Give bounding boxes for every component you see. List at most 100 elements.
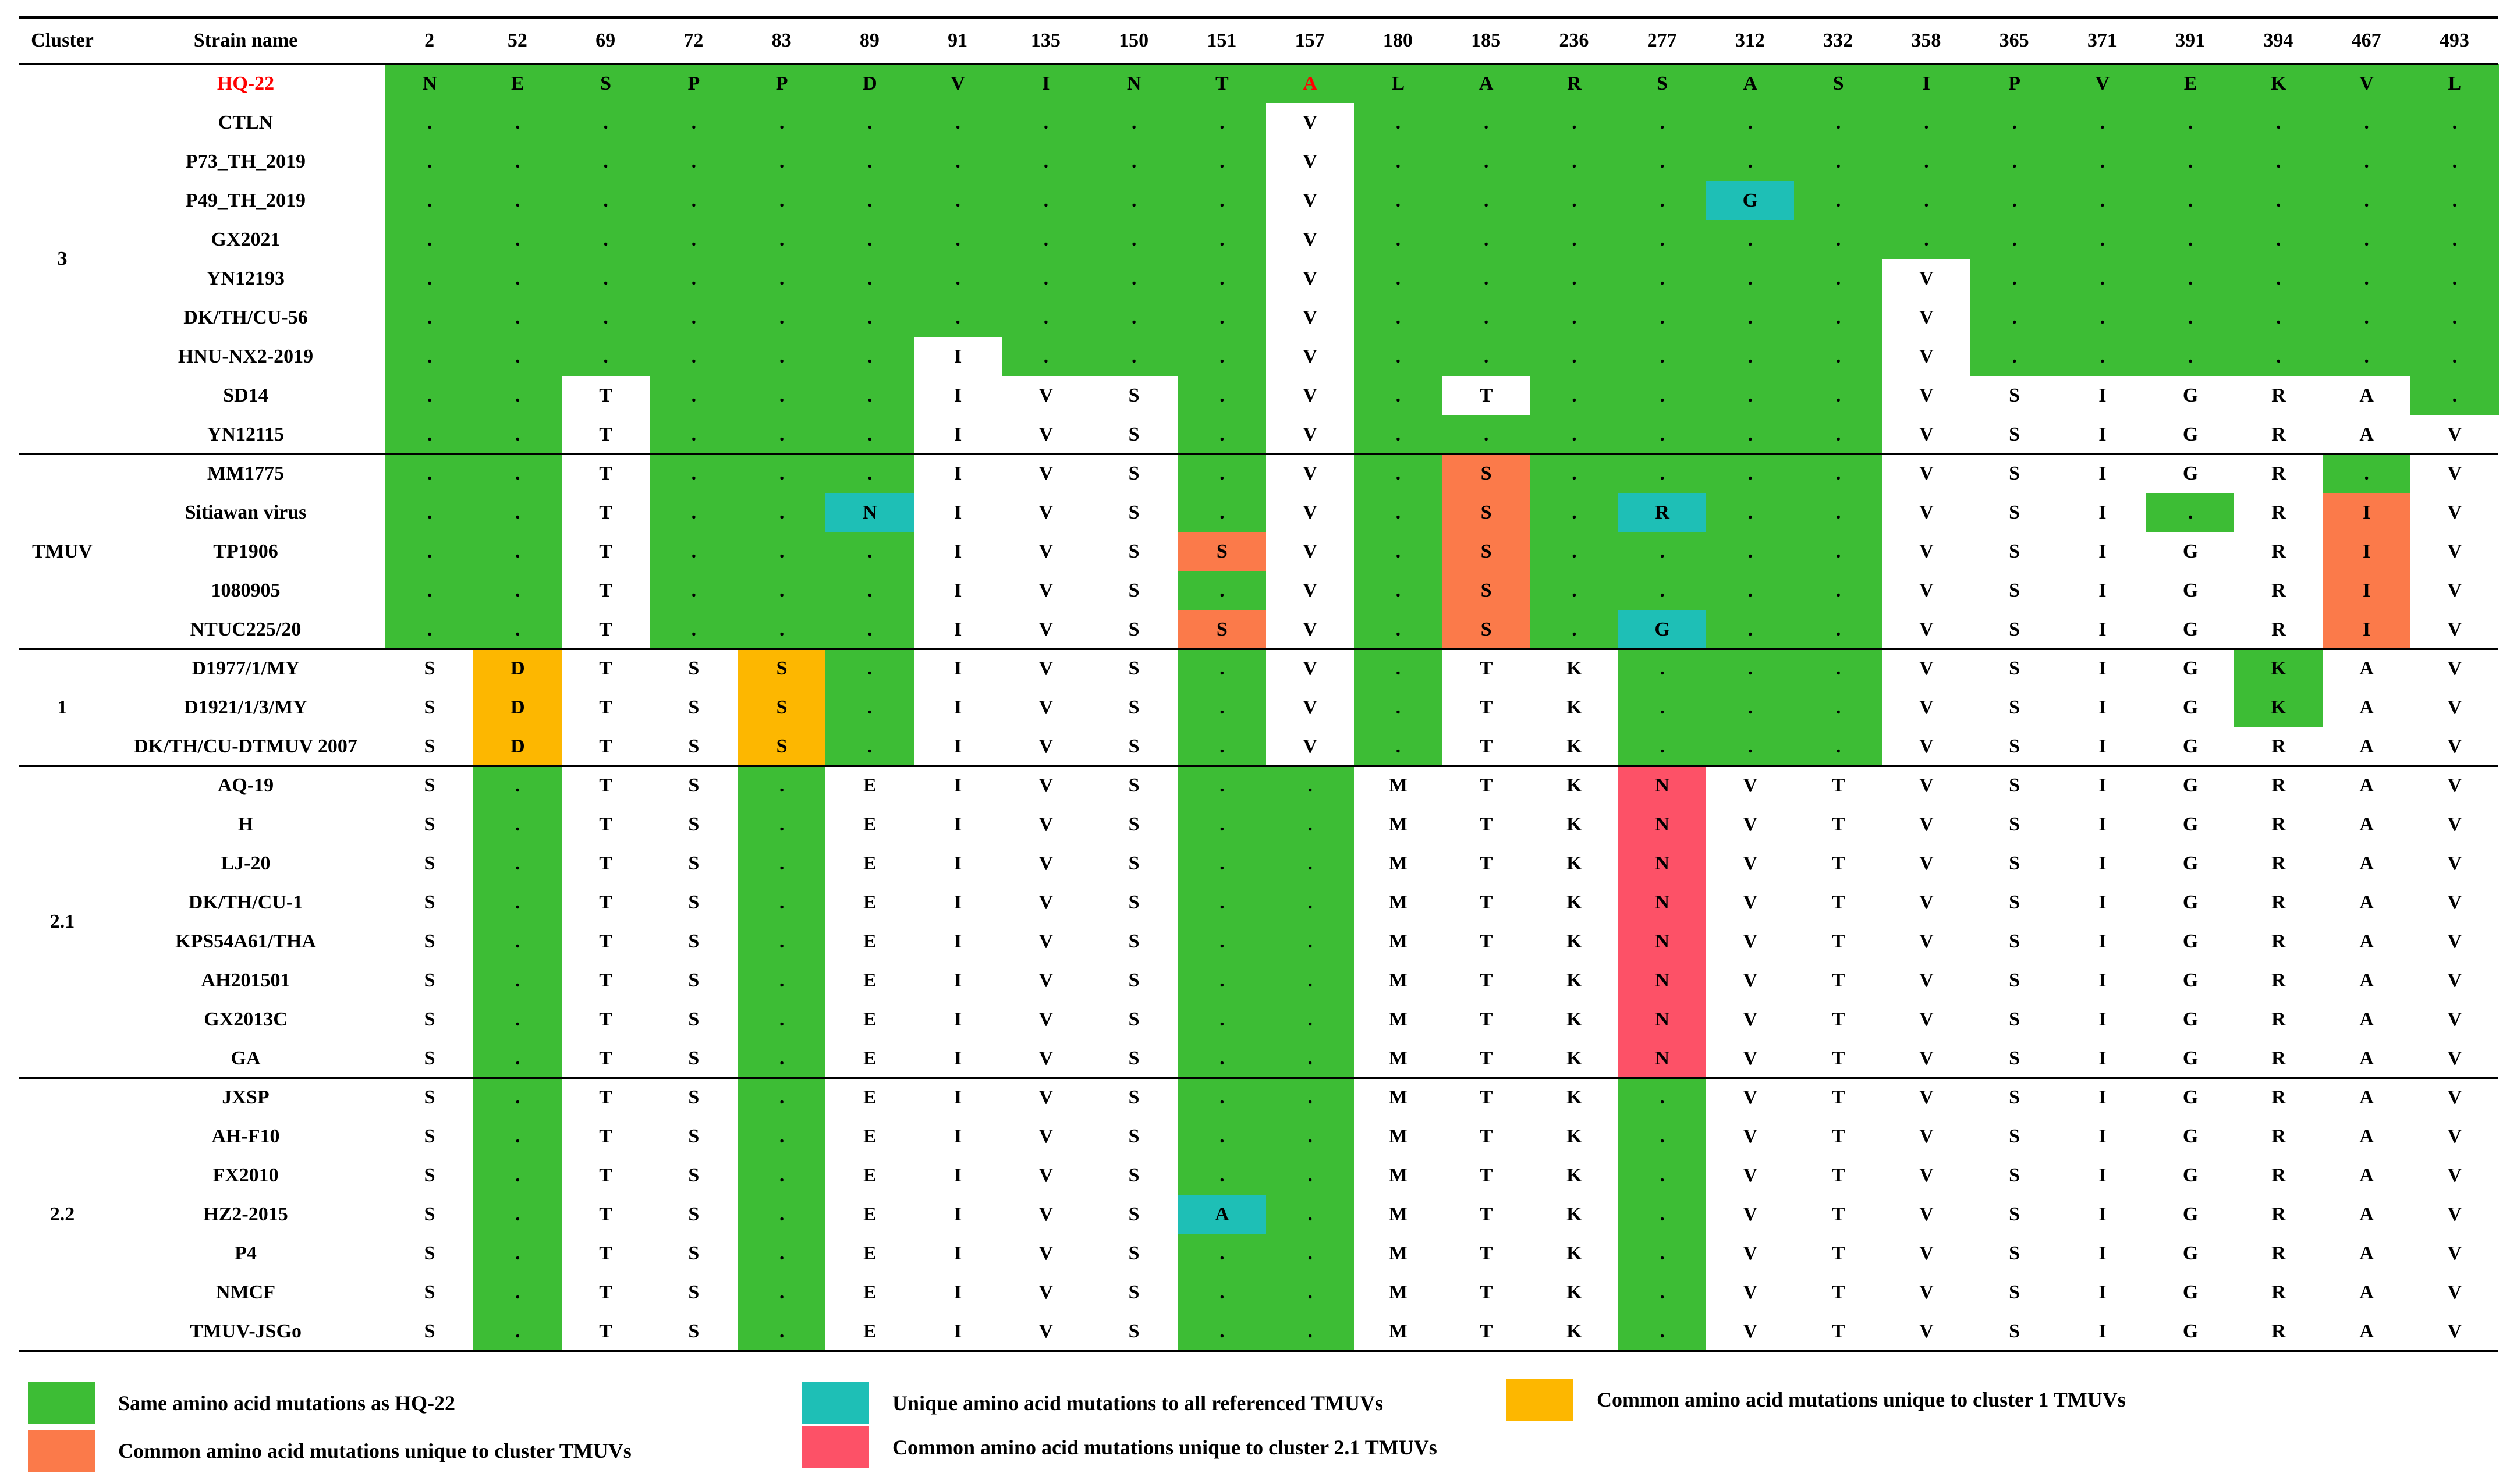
residue-cell: . xyxy=(2058,181,2147,220)
residue-cell: . xyxy=(1618,181,1707,220)
table-row: GX2021.......... V............. xyxy=(19,220,2499,259)
residue-cell: I xyxy=(2322,610,2411,649)
residue-cell: G xyxy=(2146,571,2235,610)
residue-cell: . xyxy=(1618,259,1707,298)
residue-cell: . xyxy=(2322,454,2411,493)
position-header: 185 xyxy=(1471,30,1501,51)
table-row: MM1775.. T... I V S. V. S.... V S I G R. V xyxy=(19,454,2499,493)
residue-cell: S xyxy=(385,649,474,688)
residue-cell: R xyxy=(2234,1312,2323,1351)
table-body: HQ-22 N E S P P D V I N T A L A R S A S I P V E K V L CTLN.......… xyxy=(19,64,2499,1351)
residue-cell: . xyxy=(1530,103,1619,142)
residue-cell: V xyxy=(1882,376,1971,415)
residue-cell: D xyxy=(473,688,562,727)
residue-cell: V xyxy=(1001,454,1090,493)
residue-cell: V xyxy=(2410,727,2499,766)
table-row: DK/TH/CU-56.......... V...... V...... xyxy=(19,298,2499,337)
residue-cell: T xyxy=(561,1234,650,1273)
residue-cell: . xyxy=(1794,493,1883,532)
residue-cell: . xyxy=(385,610,474,649)
residue-cell: M xyxy=(1353,922,1442,961)
residue-cell: I xyxy=(913,376,1002,415)
residue-cell: M xyxy=(1353,1195,1442,1234)
residue-cell: V xyxy=(2410,1273,2499,1312)
residue-cell: E xyxy=(825,805,914,844)
residue-cell: . xyxy=(738,766,827,805)
residue-cell: . xyxy=(1178,415,1267,454)
residue-cell: . xyxy=(1178,1312,1267,1351)
residue-cell: . xyxy=(1618,649,1707,688)
residue-cell: . xyxy=(1353,337,1442,376)
residue-cell: R xyxy=(2234,1117,2323,1156)
residue-cell: G xyxy=(2146,532,2235,571)
residue-cell: . xyxy=(1530,298,1619,337)
residue-cell: S xyxy=(1970,1312,2059,1351)
residue-cell: S xyxy=(1970,844,2059,883)
residue-cell: T xyxy=(1794,1156,1883,1195)
residue-cell: V xyxy=(1706,1000,1795,1039)
residue-cell: G xyxy=(2146,1195,2235,1234)
residue-cell: . xyxy=(2322,220,2411,259)
residue-cell: T xyxy=(1794,1000,1883,1039)
residue-cell: . xyxy=(825,142,914,181)
residue-cell: . xyxy=(738,1234,827,1273)
residue-cell: . xyxy=(2058,142,2147,181)
residue-cell: . xyxy=(473,337,562,376)
residue-cell: V xyxy=(1265,571,1355,610)
residue-cell: . xyxy=(561,181,650,220)
position-header: 391 xyxy=(2175,30,2206,51)
residue-cell: . xyxy=(649,376,738,415)
residue-cell: I xyxy=(2058,1234,2147,1273)
residue-cell: G xyxy=(2146,1156,2235,1195)
residue-cell: . xyxy=(1706,649,1795,688)
residue-cell: I xyxy=(2058,844,2147,883)
residue-cell: R xyxy=(2234,376,2323,415)
residue-cell: T xyxy=(561,883,650,922)
residue-cell: . xyxy=(1706,610,1795,649)
residue-cell: V xyxy=(1001,493,1090,532)
residue-cell: . xyxy=(1090,259,1179,298)
residue-cell: . xyxy=(1265,1234,1355,1273)
residue-cell: V xyxy=(1001,571,1090,610)
residue-cell: . xyxy=(1353,688,1442,727)
residue-cell: . xyxy=(738,1078,827,1117)
residue-cell: I xyxy=(913,1195,1002,1234)
residue-cell: S xyxy=(1090,376,1179,415)
residue-cell: . xyxy=(473,220,562,259)
residue-cell: S xyxy=(1090,1312,1179,1351)
residue-cell: . xyxy=(2146,220,2235,259)
residue-cell: S xyxy=(1178,532,1267,571)
residue-cell: V xyxy=(2410,1195,2499,1234)
residue-cell: G xyxy=(1618,610,1707,649)
residue-cell: S xyxy=(649,1156,738,1195)
divider-line xyxy=(19,1077,2498,1079)
residue-cell: S xyxy=(1090,1234,1179,1273)
residue-cell: . xyxy=(385,571,474,610)
residue-cell: G xyxy=(2146,1117,2235,1156)
residue-cell: . xyxy=(649,298,738,337)
residue-cell: V xyxy=(2410,532,2499,571)
residue-cell: S xyxy=(385,1312,474,1351)
residue-cell: I xyxy=(913,454,1002,493)
residue-cell: S xyxy=(1970,766,2059,805)
residue-cell: . xyxy=(1706,688,1795,727)
residue-cell: . xyxy=(1265,1195,1355,1234)
residue-cell: . xyxy=(473,415,562,454)
residue-cell: A xyxy=(2322,649,2411,688)
residue-cell: V xyxy=(1001,805,1090,844)
residue-cell: V xyxy=(1882,1273,1971,1312)
residue-cell: . xyxy=(1794,103,1883,142)
residue-cell: S xyxy=(1090,1195,1179,1234)
residue-cell: R xyxy=(2234,454,2323,493)
residue-cell: . xyxy=(1442,415,1531,454)
residue-cell: K xyxy=(2234,649,2323,688)
cluster-label: 1 xyxy=(57,696,68,718)
residue-cell: . xyxy=(2322,103,2411,142)
residue-cell: . xyxy=(1178,844,1267,883)
residue-cell: V xyxy=(1265,532,1355,571)
residue-cell: . xyxy=(1353,220,1442,259)
residue-cell: . xyxy=(1265,883,1355,922)
residue-cell: V xyxy=(1265,376,1355,415)
residue-cell: S xyxy=(1970,649,2059,688)
residue-cell: R xyxy=(2234,1000,2323,1039)
